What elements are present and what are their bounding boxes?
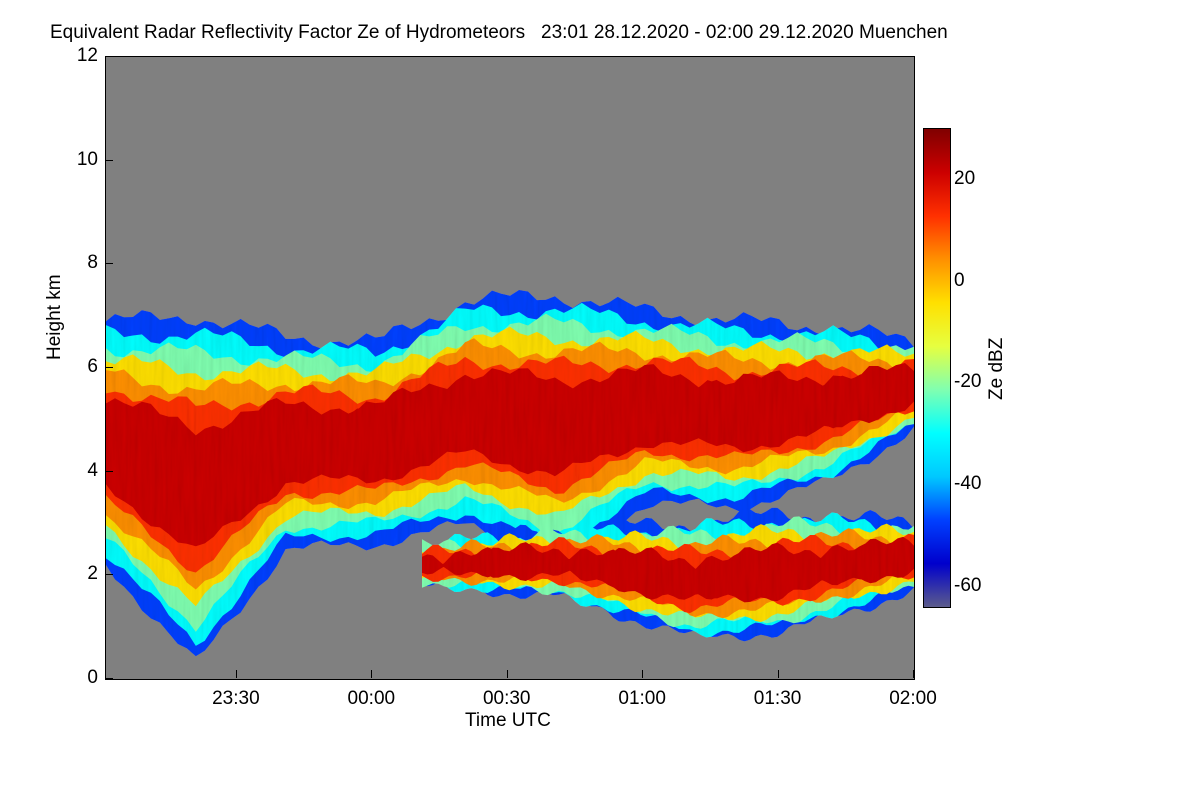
reflectivity-band bbox=[422, 536, 914, 603]
x-tick-label: 01:00 bbox=[618, 688, 666, 709]
colorbar-tick-label: -20 bbox=[954, 371, 982, 393]
x-axis-label: Time UTC bbox=[465, 710, 551, 731]
plot-area bbox=[105, 56, 915, 680]
y-tick-mark bbox=[105, 678, 113, 679]
y-tick-mark bbox=[105, 56, 113, 57]
reflectivity-band bbox=[106, 373, 914, 533]
colorbar-tick-label: -40 bbox=[954, 472, 982, 494]
y-tick-label: 4 bbox=[87, 459, 98, 481]
x-tick-label: 23:30 bbox=[212, 688, 260, 709]
colorbar bbox=[923, 128, 951, 608]
x-tick-mark bbox=[371, 670, 373, 678]
y-axis-label: Height km bbox=[44, 274, 65, 360]
y-tick-label: 2 bbox=[87, 563, 98, 585]
reflectivity-band bbox=[422, 543, 914, 600]
colorbar-tick-label: 20 bbox=[954, 167, 976, 189]
x-tick-mark bbox=[506, 670, 508, 678]
y-tick-label: 8 bbox=[87, 252, 98, 274]
x-tick-mark bbox=[913, 670, 914, 678]
reflectivity-heatmap bbox=[106, 290, 914, 657]
y-tick-mark bbox=[105, 574, 113, 576]
x-tick-label: 02:00 bbox=[889, 688, 937, 709]
y-tick-mark bbox=[105, 367, 113, 368]
y-tick-label: 10 bbox=[76, 148, 98, 170]
y-tick-label: 12 bbox=[76, 45, 98, 66]
y-tick-mark bbox=[105, 159, 113, 161]
colorbar-label: Ze dBZ bbox=[986, 337, 1007, 400]
chart-title: Equivalent Radar Reflectivity Factor Ze … bbox=[50, 22, 948, 43]
y-tick-mark bbox=[105, 263, 113, 265]
y-tick-mark bbox=[105, 470, 113, 472]
x-tick-mark bbox=[777, 670, 779, 678]
x-tick-label: 01:30 bbox=[753, 688, 802, 709]
x-tick-label: 00:00 bbox=[347, 688, 396, 709]
y-tick-label: 0 bbox=[87, 667, 98, 688]
y-tick-label: 6 bbox=[87, 356, 98, 377]
cloud-field bbox=[106, 290, 914, 657]
x-tick-mark bbox=[235, 670, 237, 678]
x-tick-label: 00:30 bbox=[482, 688, 531, 709]
colorbar-tick-label: -60 bbox=[954, 574, 982, 596]
colorbar-tick-label: 0 bbox=[954, 269, 965, 291]
x-tick-mark bbox=[642, 670, 644, 678]
